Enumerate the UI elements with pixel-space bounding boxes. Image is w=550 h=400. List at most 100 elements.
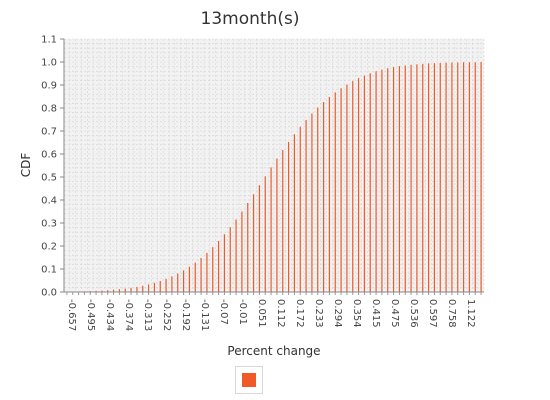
bar [369, 73, 371, 293]
x-tick-label: -0.434 [104, 299, 115, 331]
bar [457, 62, 459, 293]
bar [433, 63, 436, 293]
chart-title: 13month(s) [201, 9, 300, 29]
x-tick-label: -0.313 [142, 299, 153, 331]
bar [311, 113, 313, 293]
bar [357, 78, 360, 292]
y-tick-label: 0.6 [41, 150, 57, 161]
bar [404, 65, 406, 292]
y-tick-label: 0.8 [41, 104, 57, 115]
bar [182, 270, 185, 292]
bar [258, 185, 261, 292]
bar [427, 63, 430, 292]
x-tick-label: 0.354 [351, 299, 362, 328]
x-tick-label: -0.01 [237, 299, 248, 325]
bar [229, 227, 231, 292]
bar [241, 211, 243, 292]
bar [305, 119, 307, 293]
bar [200, 257, 202, 292]
bar [416, 64, 418, 292]
bar [112, 289, 115, 292]
bar [270, 167, 272, 292]
x-axis: -0.657 -0.495 -0.434 -0.374 -0.313 -0.252 -0.1… [64, 291, 484, 331]
bar [422, 63, 424, 293]
y-tick-label: 0.3 [41, 219, 57, 230]
bar [142, 285, 144, 292]
bar [223, 234, 226, 292]
bar [363, 75, 366, 292]
x-tick-label: -0.374 [123, 299, 134, 331]
y-tick-label: 0.0 [41, 288, 57, 299]
legend[interactable] [235, 366, 263, 394]
x-tick-label: -0.131 [199, 299, 210, 331]
legend-swatch [242, 373, 256, 387]
bar [188, 266, 191, 292]
bar [194, 262, 196, 292]
bar [159, 280, 161, 292]
bar [177, 273, 179, 292]
x-tick-label: 0.112 [275, 299, 286, 328]
bar [147, 284, 150, 292]
bar [136, 286, 138, 292]
x-tick-label: 0.536 [408, 299, 419, 328]
bar [293, 134, 296, 292]
bar [252, 194, 255, 292]
x-tick-label: 0.415 [370, 299, 381, 328]
bar [171, 276, 173, 292]
bar [287, 142, 290, 292]
bar [107, 290, 109, 292]
bar [462, 62, 465, 293]
bar [468, 62, 471, 293]
bar [352, 81, 354, 292]
bar [276, 158, 278, 292]
x-tick-label: -0.07 [218, 299, 229, 325]
bar [317, 107, 319, 292]
y-tick-label: 0.5 [41, 173, 57, 184]
bar [375, 71, 377, 292]
bar [299, 126, 301, 292]
x-tick-label: 0.051 [256, 299, 267, 328]
bar [387, 68, 389, 293]
x-tick-label: 0.233 [313, 299, 324, 328]
bar [392, 67, 395, 292]
x-tick-label: 1.122 [465, 299, 476, 328]
bar [439, 62, 441, 292]
x-tick-label: 0.597 [427, 299, 438, 328]
bar [247, 202, 249, 292]
bar [328, 96, 331, 293]
bar [346, 84, 348, 292]
y-axis: 0.0 0.1 0.2 0.3 0.4 0.5 0.6 0.7 0.8 0.9 1.0 1.1 [41, 35, 65, 299]
bar [212, 247, 214, 292]
y-tick-label: 0.9 [41, 81, 57, 92]
x-tick-label: -0.657 [66, 299, 77, 331]
x-tick-label: 0.172 [294, 299, 305, 328]
bars [66, 62, 482, 293]
x-tick-label: 0.475 [389, 299, 400, 328]
bar [165, 278, 167, 292]
bar [474, 62, 476, 293]
bar [480, 62, 482, 292]
y-tick-label: 0.2 [41, 242, 57, 253]
bar [124, 288, 126, 292]
bar [282, 150, 284, 292]
y-axis-label: CDF [19, 153, 33, 178]
plot-area [64, 39, 484, 292]
bar [410, 64, 412, 292]
bar [398, 66, 401, 292]
y-tick-label: 1.0 [41, 58, 57, 69]
x-tick-label: 0.758 [446, 299, 457, 328]
bar [340, 88, 342, 292]
bar [217, 240, 220, 292]
bar [334, 92, 336, 292]
grid-lines [63, 38, 485, 293]
bar [451, 62, 453, 293]
bar [445, 62, 447, 292]
bar [381, 69, 383, 292]
bar [153, 282, 156, 292]
bar [130, 287, 132, 292]
bar [95, 290, 97, 292]
x-tick-label: 0.294 [332, 299, 343, 328]
y-tick-label: 0.7 [41, 127, 57, 138]
x-axis-label: Percent change [227, 344, 320, 358]
